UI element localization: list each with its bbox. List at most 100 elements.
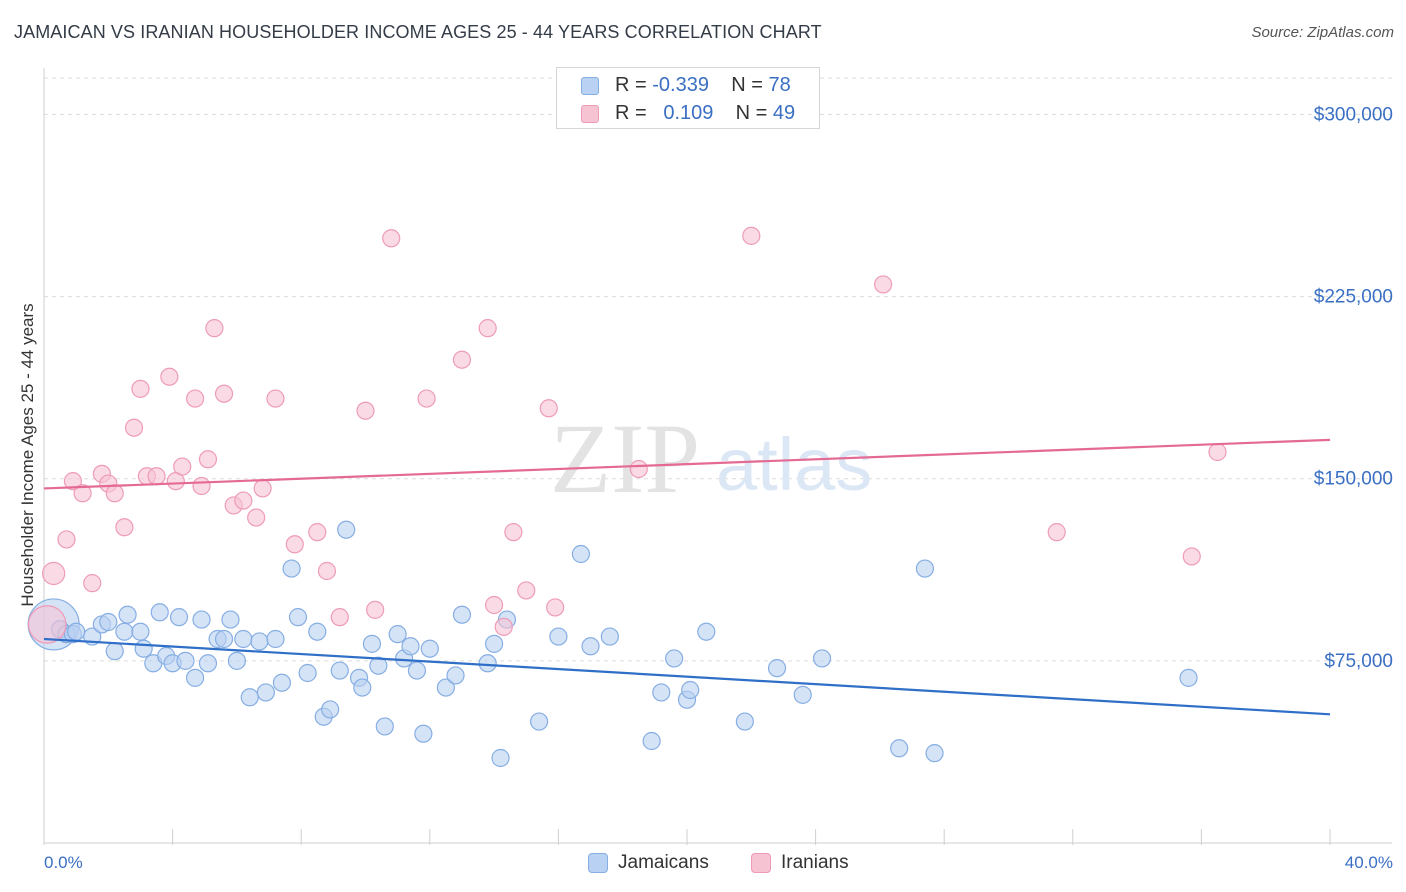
trend-lines bbox=[43, 438, 1331, 716]
point-iranians bbox=[485, 595, 504, 615]
point-jamaicans bbox=[337, 520, 356, 539]
point-jamaicans bbox=[308, 622, 327, 641]
chart-title: JAMAICAN VS IRANIAN HOUSEHOLDER INCOME A… bbox=[14, 22, 822, 42]
point-iranians bbox=[253, 479, 272, 498]
point-jamaicans bbox=[198, 654, 218, 673]
point-jamaicans bbox=[186, 668, 205, 687]
point-jamaicans bbox=[735, 712, 754, 731]
point-jamaicans bbox=[915, 559, 935, 578]
point-jamaicans bbox=[131, 622, 150, 641]
point-iranians bbox=[124, 418, 144, 437]
y-axis-label: Householder Income Ages 25 - 44 years bbox=[18, 303, 37, 607]
axes bbox=[43, 68, 1392, 845]
legend-swatch-iranians bbox=[581, 105, 599, 123]
point-jamaicans bbox=[388, 625, 407, 644]
point-iranians bbox=[742, 226, 761, 245]
point-jamaicans bbox=[150, 603, 169, 622]
point-jamaicans bbox=[530, 712, 549, 731]
point-iranians bbox=[1208, 442, 1227, 462]
y-tick-label: $75,000 bbox=[1324, 651, 1393, 672]
point-iranians bbox=[356, 401, 375, 420]
y-tick-label: $225,000 bbox=[1314, 287, 1393, 308]
point-jamaicans bbox=[115, 622, 134, 641]
point-iranians bbox=[1047, 523, 1066, 542]
point-jamaicans bbox=[681, 680, 700, 700]
point-iranians bbox=[317, 561, 337, 581]
point-jamaicans bbox=[369, 656, 388, 675]
legend-n-value-iranians: 49 bbox=[772, 102, 796, 124]
legend-r-label: R = bbox=[615, 102, 647, 124]
point-jamaicans bbox=[353, 678, 372, 697]
point-jamaicans bbox=[793, 685, 812, 704]
point-jamaicans bbox=[362, 634, 382, 653]
point-iranians bbox=[494, 617, 513, 636]
point-jamaicans bbox=[665, 649, 684, 668]
point-jamaicans bbox=[227, 651, 246, 670]
legend-swatch-jamaicans bbox=[581, 77, 599, 95]
x-tick-label-max: 40.0% bbox=[1345, 853, 1393, 872]
point-iranians bbox=[147, 467, 166, 486]
point-jamaicans bbox=[330, 661, 349, 680]
point-jamaicans bbox=[282, 559, 301, 578]
point-iranians bbox=[874, 275, 893, 294]
point-jamaicans bbox=[272, 673, 292, 692]
data-points bbox=[27, 226, 1227, 768]
legend-n-value-jamaicans: 78 bbox=[768, 74, 791, 96]
point-jamaicans bbox=[478, 654, 497, 673]
watermark: ZIP atlas bbox=[550, 403, 872, 514]
point-jamaicans bbox=[134, 639, 153, 658]
trend-line-iranians bbox=[43, 438, 1331, 490]
point-iranians bbox=[478, 319, 497, 338]
point-jamaicans bbox=[234, 629, 253, 649]
point-jamaicans bbox=[266, 629, 285, 649]
point-iranians bbox=[234, 491, 253, 510]
point-jamaicans bbox=[697, 622, 716, 641]
series-legend: Jamaicans Iranians bbox=[0, 851, 1406, 879]
point-jamaicans bbox=[414, 724, 433, 743]
point-jamaicans bbox=[240, 688, 259, 707]
point-iranians bbox=[41, 561, 66, 586]
point-jamaicans bbox=[375, 717, 394, 736]
point-iranians bbox=[382, 229, 401, 248]
point-jamaicans bbox=[452, 605, 472, 624]
point-jamaicans bbox=[118, 605, 137, 624]
watermark-zip: ZIP bbox=[550, 403, 700, 514]
point-jamaicans bbox=[642, 731, 661, 751]
point-jamaicans bbox=[250, 632, 269, 651]
point-iranians bbox=[105, 484, 124, 503]
point-iranians bbox=[517, 581, 536, 600]
y-tick-label: $150,000 bbox=[1314, 469, 1393, 490]
point-iranians bbox=[285, 535, 304, 554]
point-iranians bbox=[266, 389, 285, 408]
point-jamaicans bbox=[169, 608, 189, 627]
point-jamaicans bbox=[99, 612, 118, 632]
legend-r-label: R = bbox=[615, 74, 647, 96]
point-jamaicans bbox=[221, 610, 240, 629]
point-jamaicans bbox=[890, 739, 909, 758]
point-iranians bbox=[173, 457, 192, 476]
point-iranians bbox=[308, 523, 327, 542]
legend-swatch-jamaicans bbox=[588, 853, 608, 873]
point-jamaicans bbox=[420, 639, 439, 658]
point-jamaicans bbox=[446, 666, 465, 685]
point-jamaicans bbox=[812, 649, 832, 668]
point-iranians bbox=[83, 574, 102, 593]
point-jamaicans bbox=[321, 700, 340, 719]
point-iranians bbox=[214, 384, 234, 403]
point-iranians bbox=[205, 319, 224, 338]
point-iranians bbox=[160, 367, 179, 386]
point-jamaicans bbox=[485, 634, 504, 653]
point-jamaicans bbox=[491, 748, 510, 768]
x-tick-label-min: 0.0% bbox=[44, 853, 83, 872]
correlation-legend: R = -0.339 N = 78 R = 0.109 N = 49 bbox=[556, 67, 820, 129]
legend-label-iranians: Iranians bbox=[781, 852, 849, 873]
point-iranians bbox=[539, 399, 558, 418]
point-iranians bbox=[131, 379, 150, 398]
point-jamaicans bbox=[192, 610, 211, 629]
point-iranians bbox=[192, 476, 211, 496]
point-iranians bbox=[1182, 547, 1201, 566]
point-jamaicans bbox=[549, 627, 568, 646]
legend-label-jamaicans: Jamaicans bbox=[618, 852, 709, 873]
point-iranians bbox=[504, 523, 523, 542]
